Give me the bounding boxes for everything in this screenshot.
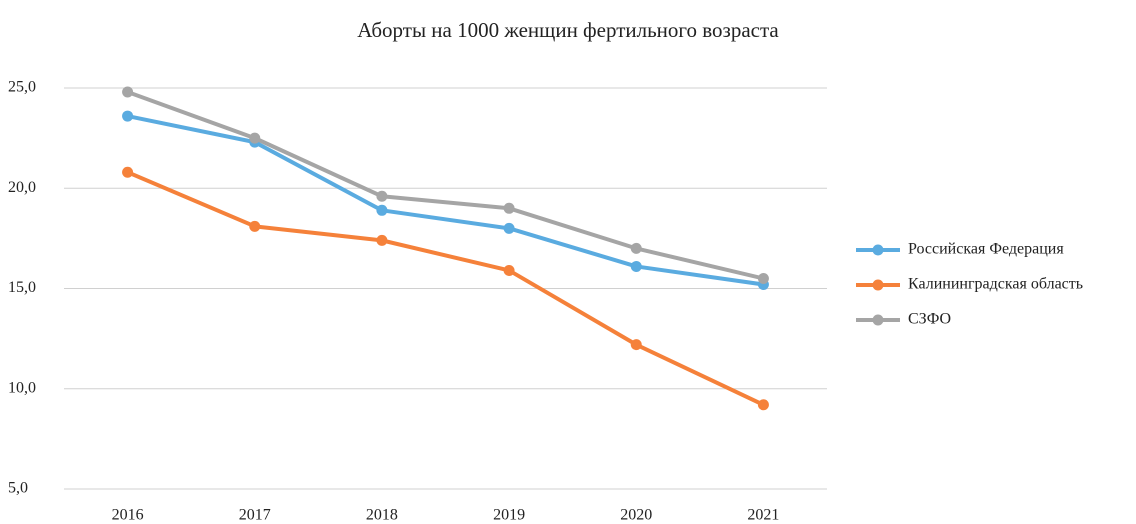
series-line <box>126 90 764 281</box>
data-point <box>630 242 642 254</box>
data-point <box>249 220 261 232</box>
x-tick-label: 2020 <box>620 507 652 524</box>
data-point <box>757 272 769 284</box>
legend-marker <box>872 279 884 291</box>
y-tick-label: 10,0 <box>8 379 36 396</box>
data-point <box>503 264 515 276</box>
data-point <box>503 202 515 214</box>
series-line <box>126 170 765 407</box>
data-point <box>122 110 134 122</box>
x-tick-label: 2016 <box>112 507 144 524</box>
data-point <box>122 86 134 98</box>
legend-label: Калининградская область <box>908 276 1083 293</box>
legend-label: Российская Федерация <box>908 241 1064 258</box>
legend-label: СЗФО <box>908 311 951 328</box>
y-tick-label: 25,0 <box>8 79 36 96</box>
y-tick-label: 20,0 <box>8 179 36 196</box>
data-point <box>122 166 134 178</box>
data-point <box>503 222 515 234</box>
chart-title: Аборты на 1000 женщин фертильного возрас… <box>357 18 779 42</box>
data-point <box>630 260 642 272</box>
series-line <box>127 114 764 287</box>
data-point <box>376 190 388 202</box>
legend-marker <box>872 314 884 326</box>
data-point <box>376 234 388 246</box>
data-point <box>376 204 388 216</box>
x-tick-label: 2019 <box>493 507 525 524</box>
data-point <box>757 399 769 411</box>
x-tick-label: 2021 <box>747 507 779 524</box>
x-tick-label: 2018 <box>366 507 398 524</box>
y-tick-label: 15,0 <box>8 279 36 296</box>
x-tick-label: 2017 <box>239 507 271 524</box>
legend-marker <box>872 244 884 256</box>
y-tick-label: 5,0 <box>8 480 28 497</box>
data-point <box>630 339 642 351</box>
data-point <box>249 132 261 144</box>
